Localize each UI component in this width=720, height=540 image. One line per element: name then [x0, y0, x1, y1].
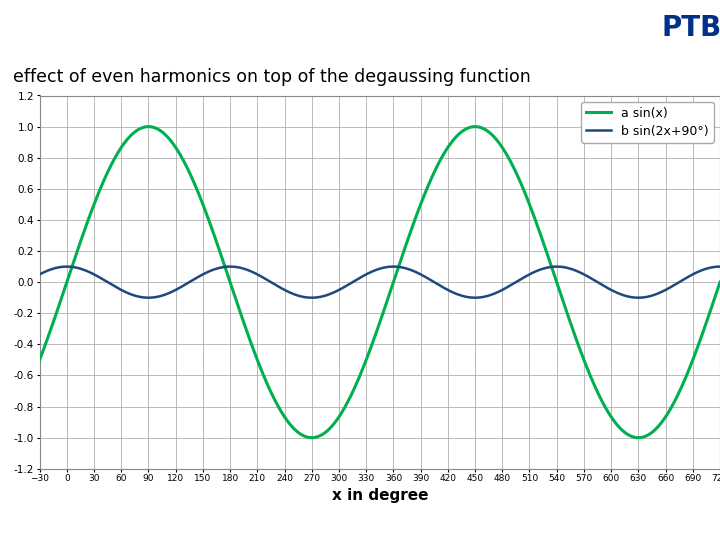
Text: page 11: page 11	[667, 521, 713, 531]
Text: no DC magnetic field offset during degaussing: no DC magnetic field offset during degau…	[50, 17, 562, 36]
Text: PTB: PTB	[662, 14, 720, 42]
Text: PTB 8.22 Allard Schnabel: PTB 8.22 Allard Schnabel	[290, 521, 430, 531]
Text: effect of even harmonics on top of the degaussing function: effect of even harmonics on top of the d…	[13, 68, 531, 86]
Text: November  2014: November 2014	[7, 521, 101, 531]
X-axis label: x in degree: x in degree	[331, 488, 428, 503]
Text: ⛹: ⛹	[616, 16, 630, 39]
Legend: a sin(x), b sin(2x+90°): a sin(x), b sin(2x+90°)	[581, 102, 714, 143]
Text: C: C	[14, 5, 45, 48]
